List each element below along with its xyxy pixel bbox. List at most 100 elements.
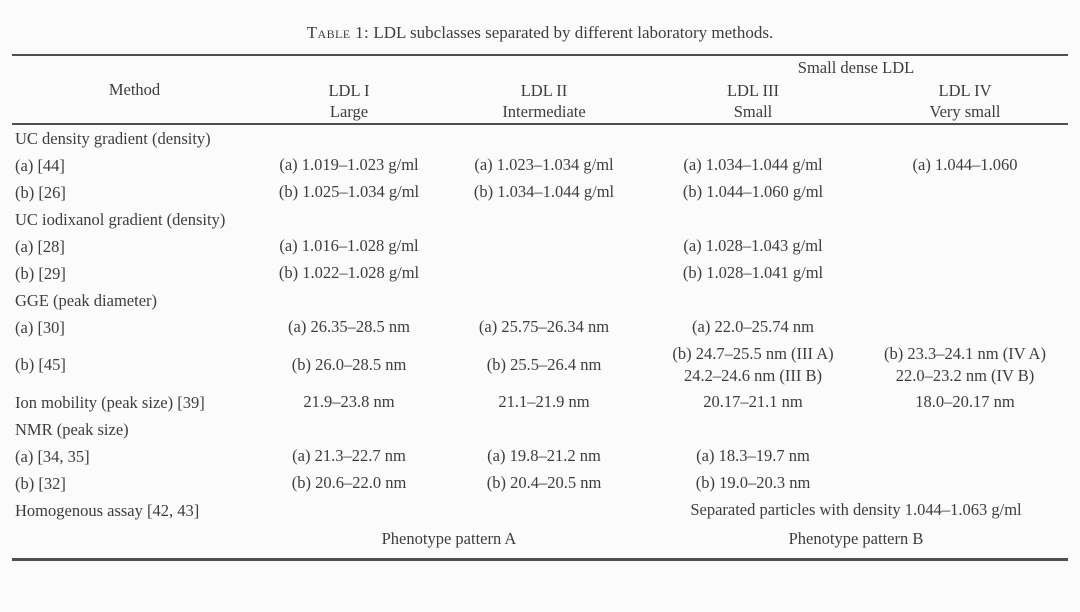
column-header-ldl3: LDL III: [726, 80, 780, 100]
value-cell: (b) 1.044–1.060 g/ml: [682, 182, 824, 202]
small-dense-ldl-group-header: Small dense LDL: [797, 58, 915, 77]
table-row: (a) [44] (a) 1.019–1.023 g/ml (a) 1.023–…: [12, 152, 1068, 179]
method-cell: GGE (peak diameter): [15, 290, 158, 310]
value-cell: (b) 24.7–25.5 nm (III A) 24.2–24.6 nm (I…: [672, 343, 834, 385]
method-cell: (a) [30]: [15, 317, 65, 337]
value-cell: [644, 206, 862, 233]
value-cell: [254, 124, 444, 152]
table-row: (a) [30] (a) 26.35–28.5 nm (a) 25.75–26.…: [12, 314, 1068, 341]
empty-span-cell: [254, 497, 644, 524]
table-row: (b) [29] (b) 1.022–1.028 g/ml (b) 1.028–…: [12, 260, 1068, 287]
value-cell: [862, 287, 1068, 314]
value-cell: [444, 260, 644, 287]
method-cell: (a) [34, 35]: [15, 446, 90, 466]
value-cell: (b) 1.028–1.041 g/ml: [682, 263, 824, 283]
column-sublabel-ldl2: Intermediate: [444, 101, 644, 125]
value-cell: (b) 1.025–1.034 g/ml: [278, 182, 420, 202]
table-row: (a) [28] (a) 1.016–1.028 g/ml (a) 1.028–…: [12, 233, 1068, 260]
value-cell: (a) 1.016–1.028 g/ml: [279, 236, 419, 256]
column-names-row: LDL I LDL II LDL III LDL IV: [12, 80, 1068, 101]
value-cell: [862, 260, 1068, 287]
value-cell: [862, 233, 1068, 260]
value-cell: (a) 1.034–1.044 g/ml: [683, 155, 823, 175]
value-cell: [862, 124, 1068, 152]
empty-group-header: [254, 55, 644, 80]
method-cell: (b) [26]: [15, 182, 66, 202]
method-column-header: Method: [12, 55, 254, 125]
value-cell: [444, 287, 644, 314]
value-cell: [644, 416, 862, 443]
table-caption: Table 1: LDL subclasses separated by dif…: [0, 23, 1080, 43]
value-cell: [862, 416, 1068, 443]
method-cell: Homogenous assay [42, 43]: [15, 500, 200, 520]
value-cell: [444, 206, 644, 233]
table-row: (b) [32] (b) 20.6–22.0 nm (b) 20.4–20.5 …: [12, 470, 1068, 497]
table-caption-text: LDL subclasses separated by different la…: [369, 23, 774, 42]
value-cell: [444, 233, 644, 260]
value-cell: (b) 25.5–26.4 nm: [486, 354, 602, 374]
column-header-ldl1: LDL I: [328, 80, 370, 100]
value-cell: [254, 206, 444, 233]
method-cell: (a) [28]: [15, 236, 65, 256]
method-cell: NMR (peak size): [15, 419, 129, 439]
value-cell: 20.17–21.1 nm: [703, 392, 803, 412]
value-cell: [862, 179, 1068, 206]
method-cell: (b) [45]: [15, 355, 66, 374]
value-cell: (b) 26.0–28.5 nm: [291, 354, 407, 374]
method-cell: UC density gradient (density): [15, 128, 211, 148]
column-sublabels-row: Large Intermediate Small Very small: [12, 101, 1068, 125]
value-cell: (b) 20.4–20.5 nm: [486, 473, 602, 493]
table-row: (b) [45] (b) 26.0–28.5 nm (b) 25.5–26.4 …: [12, 341, 1068, 389]
phenotype-pattern-b-cell: Phenotype pattern B: [788, 529, 924, 548]
value-cell: 18.0–20.17 nm: [915, 392, 1015, 412]
value-cell: 21.1–21.9 nm: [498, 392, 590, 412]
column-header-ldl2: LDL II: [520, 80, 568, 100]
table-row: UC iodixanol gradient (density): [12, 206, 1068, 233]
value-cell: [862, 470, 1068, 497]
value-cell: 21.9–23.8 nm: [303, 392, 395, 412]
value-cell: [444, 124, 644, 152]
table-header: Method Small dense LDL LDL I LDL II LDL …: [12, 55, 1068, 125]
value-cell: (b) 20.6–22.0 nm: [291, 473, 407, 493]
value-cell: (a) 25.75–26.34 nm: [478, 317, 610, 337]
table-row: NMR (peak size): [12, 416, 1068, 443]
value-cell: (b) 1.034–1.044 g/ml: [473, 182, 615, 202]
value-cell: (a) 1.044–1.060: [912, 155, 1018, 175]
method-cell: (b) [29]: [15, 263, 66, 283]
column-sublabel-ldl1: Large: [254, 101, 444, 125]
ldl-subclasses-table: Method Small dense LDL LDL I LDL II LDL …: [12, 54, 1068, 561]
method-cell: Ion mobility (peak size) [39]: [15, 392, 205, 412]
value-cell: [444, 416, 644, 443]
column-sublabel-ldl3: Small: [644, 101, 862, 125]
value-cell: (a) 1.028–1.043 g/ml: [683, 236, 823, 256]
table-row: GGE (peak diameter): [12, 287, 1068, 314]
method-cell: UC iodixanol gradient (density): [15, 209, 226, 229]
value-cell: [644, 287, 862, 314]
table-row: (a) [34, 35] (a) 21.3–22.7 nm (a) 19.8–2…: [12, 443, 1068, 470]
value-cell: [862, 443, 1068, 470]
phenotype-pattern-a-cell: Phenotype pattern A: [381, 529, 517, 548]
table-row: Ion mobility (peak size) [39] 21.9–23.8 …: [12, 389, 1068, 416]
table-row: Homogenous assay [42, 43] Separated part…: [12, 497, 1068, 524]
value-cell: (a) 26.35–28.5 nm: [288, 317, 410, 337]
phenotype-row: Phenotype pattern A Phenotype pattern B: [12, 524, 1068, 560]
empty-method-cell: [12, 524, 254, 560]
column-sublabel-ldl4: Very small: [862, 101, 1068, 125]
value-cell: [862, 206, 1068, 233]
value-cell: (a) 19.8–21.2 nm: [487, 446, 601, 466]
value-cell: (a) 1.019–1.023 g/ml: [279, 155, 419, 175]
value-cell: (a) 22.0–25.74 nm: [692, 317, 814, 337]
table-row: (b) [26] (b) 1.025–1.034 g/ml (b) 1.034–…: [12, 179, 1068, 206]
value-cell: (b) 23.3–24.1 nm (IV A) 22.0–23.2 nm (IV…: [884, 343, 1046, 385]
value-cell: (b) 1.022–1.028 g/ml: [278, 263, 420, 283]
value-cell: (a) 21.3–22.7 nm: [292, 446, 406, 466]
table-row: UC density gradient (density): [12, 124, 1068, 152]
value-cell: (a) 1.023–1.034 g/ml: [474, 155, 614, 175]
table-caption-label: Table 1:: [306, 23, 370, 42]
value-cell: (a) 18.3–19.7 nm: [696, 446, 810, 466]
column-header-ldl4: LDL IV: [938, 80, 992, 100]
method-cell: (a) [44]: [15, 155, 65, 175]
value-cell: [254, 287, 444, 314]
group-header-row: Method Small dense LDL: [12, 55, 1068, 125]
method-cell: (b) [32]: [15, 473, 66, 493]
